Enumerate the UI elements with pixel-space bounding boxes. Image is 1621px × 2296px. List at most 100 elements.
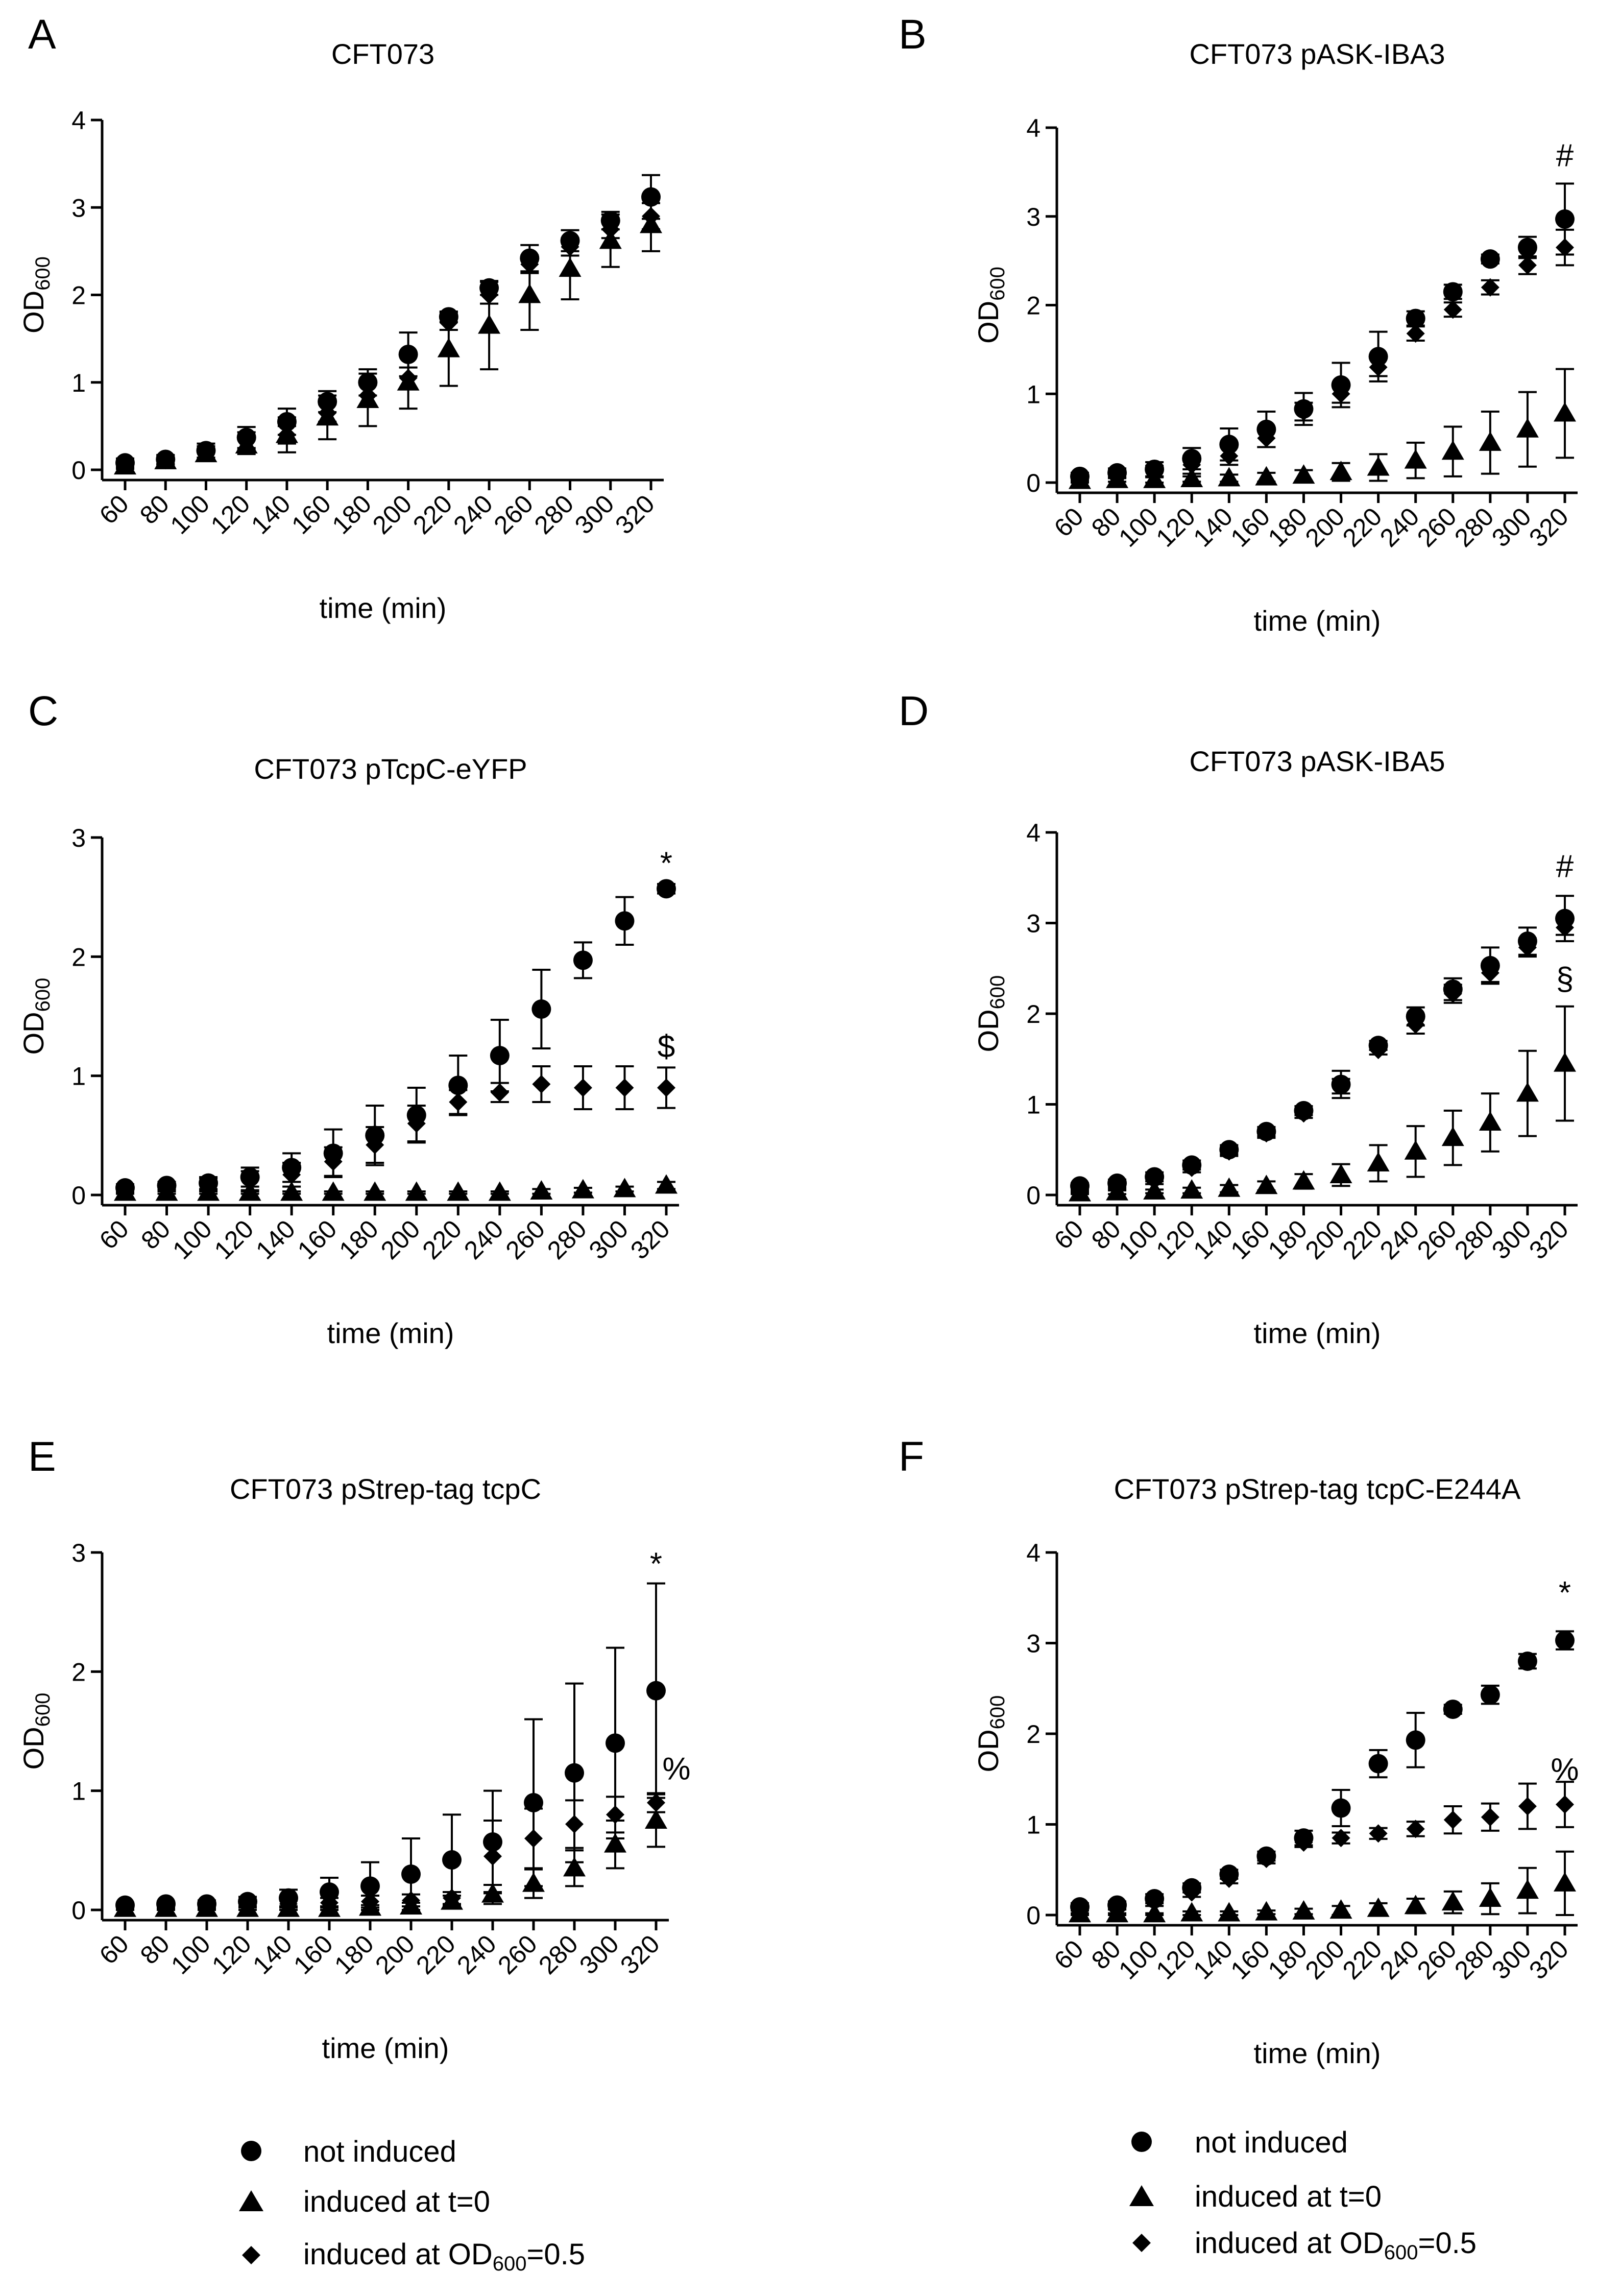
data-point-circle (442, 1850, 462, 1870)
y-tick-label: 2 (1026, 292, 1041, 320)
data-point-diamond (279, 1895, 298, 1914)
significance-mark: % (1551, 1752, 1579, 1787)
x-tick-label: 280 (542, 1214, 592, 1265)
data-point-circle (1555, 1631, 1575, 1651)
panel-letter: B (899, 11, 927, 58)
chart-title: CFT073 pStrep-tag tcpC (230, 1473, 541, 1505)
y-tick-label: 0 (71, 1181, 86, 1210)
x-tick-label: 320 (1523, 502, 1574, 553)
legend-marker-circle (241, 2141, 261, 2161)
data-point-diamond (1406, 324, 1425, 343)
data-point-diamond (1556, 918, 1574, 937)
data-point-triangle (1255, 1901, 1278, 1921)
data-point-circle (401, 1864, 421, 1884)
data-point-triangle (1554, 1052, 1576, 1072)
x-tick-label: 260 (488, 489, 539, 540)
legend-label-induced-t0: induced at t=0 (303, 2185, 490, 2218)
x-tick-label: 280 (533, 1929, 584, 1980)
y-tick-label: 0 (1026, 1901, 1041, 1930)
x-tick-label: 100 (167, 1214, 217, 1265)
data-point-diamond (1182, 1883, 1201, 1902)
data-point-triangle (1516, 418, 1539, 438)
data-point-triangle (1218, 1902, 1241, 1922)
legend-label-induced-od: induced at OD600=0.5 (1195, 2227, 1477, 2264)
x-tick-label: 100 (165, 489, 215, 540)
data-point-diamond (565, 1815, 584, 1833)
y-tick-label: 0 (1026, 469, 1041, 497)
data-point-diamond (449, 1093, 468, 1111)
y-tick-label: 3 (1026, 203, 1041, 231)
y-axis-label: OD600 (972, 267, 1009, 344)
data-point-diamond (1145, 1892, 1164, 1911)
x-tick-label: 120 (205, 489, 256, 540)
data-point-diamond (1257, 429, 1276, 448)
data-point-diamond (277, 425, 296, 444)
legend-marker-diamond (1132, 2234, 1151, 2252)
data-point-triangle (1479, 1887, 1502, 1907)
x-tick-label: 200 (370, 1929, 420, 1980)
x-tick-label: 200 (367, 489, 418, 540)
y-tick-label: 0 (71, 1896, 86, 1925)
legend-marker-circle (1131, 2132, 1152, 2152)
data-point-circle (1368, 347, 1388, 367)
data-point-triangle (645, 1809, 667, 1829)
data-point-triangle (559, 257, 582, 277)
data-point-diamond (573, 1079, 592, 1097)
data-point-triangle (1180, 1902, 1203, 1922)
x-tick-label: 140 (246, 489, 296, 540)
y-axis-label: OD600 (17, 1693, 54, 1770)
data-point-circle (524, 1793, 543, 1812)
data-point-triangle (488, 1181, 511, 1201)
data-point-diamond (1108, 464, 1127, 483)
data-point-diamond (407, 1114, 426, 1133)
series-circle (115, 174, 661, 473)
significance-mark: % (662, 1752, 690, 1787)
data-point-diamond (1369, 1824, 1388, 1843)
data-point-diamond (399, 369, 418, 388)
x-tick-label: 180 (327, 489, 377, 540)
data-point-triangle (1329, 1899, 1352, 1919)
panel-b: B CFT073 pASK-IBA301234608010012014016018… (899, 11, 1578, 637)
data-point-circle (320, 1882, 339, 1902)
data-point-diamond (1443, 300, 1462, 319)
data-point-diamond (237, 432, 256, 450)
data-point-triangle (1292, 1900, 1315, 1920)
x-tick-label: 320 (610, 489, 660, 540)
y-tick-label: 0 (71, 456, 86, 485)
data-point-triangle (571, 1179, 594, 1199)
data-point-diamond (1481, 1808, 1499, 1827)
data-point-circle (646, 1681, 666, 1701)
data-point-diamond (439, 314, 458, 332)
data-point-triangle (1255, 466, 1278, 486)
x-tick-label: 300 (569, 489, 620, 540)
y-tick-label: 3 (1026, 1630, 1041, 1658)
data-point-diamond (1220, 446, 1239, 465)
data-point-triangle (1516, 1082, 1539, 1102)
data-point-circle (1555, 209, 1575, 229)
data-point-diamond (1294, 402, 1313, 421)
data-point-diamond (157, 1897, 175, 1916)
y-tick-label: 1 (1026, 380, 1041, 409)
data-point-diamond (1406, 1820, 1425, 1838)
legend-label-induced-od: induced at OD600=0.5 (303, 2238, 585, 2275)
chart-title: CFT073 pASK-IBA5 (1189, 745, 1445, 777)
data-point-diamond (358, 386, 377, 405)
data-point-diamond (318, 403, 337, 422)
y-tick-label: 4 (1026, 114, 1041, 142)
data-point-diamond (480, 285, 499, 304)
series-circle (115, 1582, 666, 1915)
data-point-triangle (1516, 1879, 1539, 1899)
data-point-diamond (1369, 358, 1388, 377)
data-point-triangle (1329, 1163, 1352, 1183)
data-point-triangle (1479, 431, 1502, 451)
data-point-diamond (615, 1079, 634, 1097)
panel-letter: D (899, 688, 929, 734)
data-point-circle (1219, 435, 1239, 455)
data-point-circle (1406, 308, 1425, 328)
data-point-diamond (1518, 256, 1537, 275)
data-point-triangle (1554, 1872, 1576, 1892)
data-point-diamond (1406, 1015, 1425, 1034)
